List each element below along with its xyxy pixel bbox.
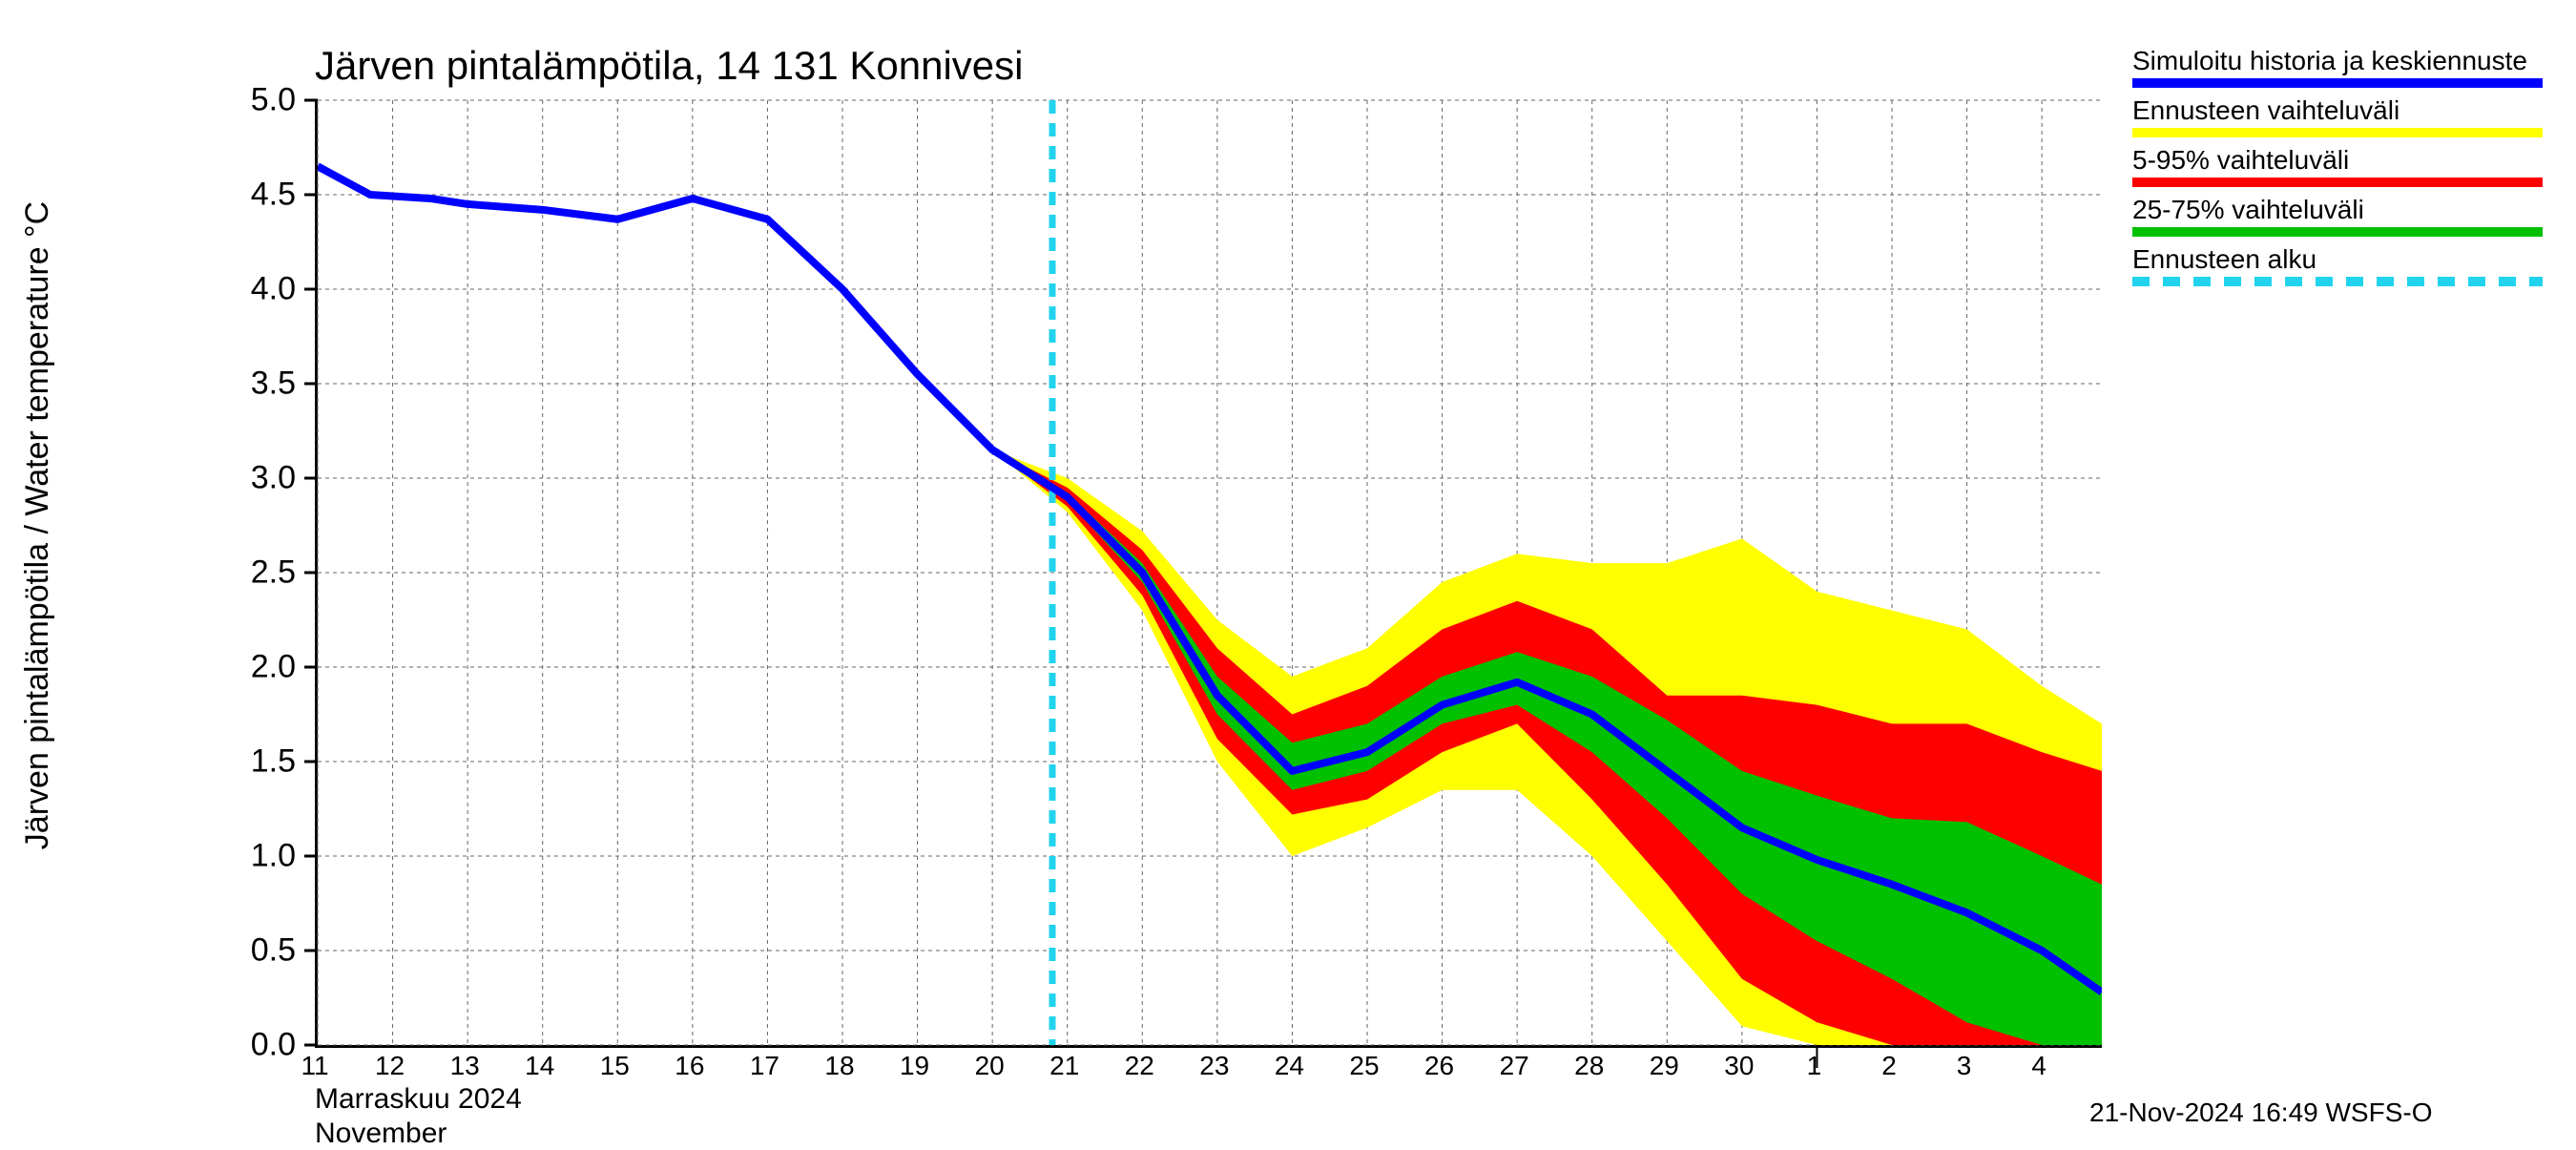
x-tick-label: 14 [525,1051,554,1081]
x-tick-label: 21 [1049,1051,1079,1081]
y-tick-label: 0.0 [200,1027,296,1064]
x-tick-label: 23 [1199,1051,1229,1081]
x-tick-label: 1 [1807,1051,1822,1081]
x-tick-label: 2 [1881,1051,1897,1081]
y-axis-label-container: Järven pintalämpötila / Water temperatur… [10,0,67,1050]
x-tick-label: 29 [1650,1051,1679,1081]
x-month-label-fi: Marraskuu 2024 [315,1083,522,1116]
legend-label: 5-95% vaihteluväli [2132,147,2543,174]
x-tick-label: 24 [1275,1051,1304,1081]
legend-swatch [2132,178,2543,187]
y-axis-label: Järven pintalämpötila / Water temperatur… [20,200,57,848]
legend-swatch [2132,128,2543,137]
x-tick-label: 16 [675,1051,704,1081]
y-tick-label: 0.5 [200,932,296,970]
y-tick-label: 5.0 [200,82,296,119]
x-tick-label: 18 [824,1051,854,1081]
x-tick-label: 12 [375,1051,405,1081]
legend-label: Ennusteen alku [2132,246,2543,273]
legend-swatch [2132,227,2543,237]
y-tick-label: 1.0 [200,838,296,875]
x-tick-label: 26 [1424,1051,1454,1081]
y-tick-label: 4.0 [200,271,296,308]
chart-title: Järven pintalämpötila, 14 131 Konnivesi [315,43,1023,89]
legend-label: Simuloitu historia ja keskiennuste [2132,48,2543,74]
legend-label: 25-75% vaihteluväli [2132,197,2543,223]
x-tick-label: 4 [2031,1051,2046,1081]
y-tick-label: 4.5 [200,177,296,214]
x-tick-label: 13 [450,1051,480,1081]
x-tick-label: 30 [1724,1051,1754,1081]
x-tick-label: 28 [1574,1051,1604,1081]
x-tick-label: 11 [301,1051,328,1081]
chart-svg [318,100,2102,1045]
chart-page: Järven pintalämpötila / Water temperatur… [0,0,2576,1145]
x-tick-label: 27 [1500,1051,1529,1081]
x-tick-label: 20 [975,1051,1005,1081]
x-tick-label: 15 [600,1051,630,1081]
x-tick-label: 17 [750,1051,779,1081]
x-tick-label: 19 [900,1051,929,1081]
y-tick-label: 3.0 [200,460,296,497]
legend-swatch [2132,277,2543,286]
x-tick-label: 22 [1125,1051,1154,1081]
x-tick-label: 3 [1957,1051,1972,1081]
y-tick-label: 2.0 [200,649,296,686]
plot-area [315,100,2102,1048]
y-tick-label: 3.5 [200,366,296,403]
y-tick-label: 1.5 [200,743,296,781]
legend-label: Ennusteen vaihteluväli [2132,97,2543,124]
x-tick-label: 25 [1349,1051,1379,1081]
y-tick-label: 2.5 [200,554,296,592]
legend-swatch [2132,78,2543,88]
legend: Simuloitu historia ja keskiennuste Ennust… [2132,48,2543,296]
chart-footer: 21-Nov-2024 16:49 WSFS-O [2089,1098,2433,1128]
